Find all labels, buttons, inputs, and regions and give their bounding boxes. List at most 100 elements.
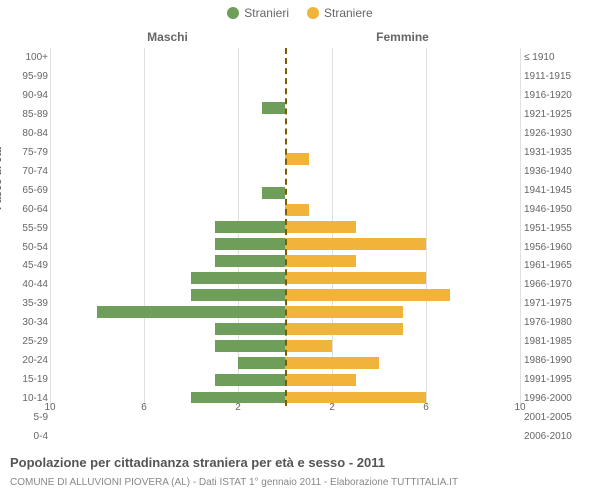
bar-row-female [285, 218, 520, 235]
swatch-male [227, 7, 239, 19]
age-label: 10-14 [4, 389, 48, 408]
bar-female [285, 323, 403, 335]
x-tick-label: 2 [235, 402, 241, 413]
bar-row-female [285, 65, 520, 82]
plot: 10621062 [50, 48, 520, 406]
x-tick-label: 6 [141, 402, 147, 413]
bar-row-male [50, 270, 285, 287]
bar-row-female [285, 201, 520, 218]
year-label: 1996-2000 [524, 389, 590, 408]
bar-male [238, 357, 285, 369]
x-tick-label: 10 [514, 402, 525, 413]
bar-row-male [50, 82, 285, 99]
bars-male [50, 48, 285, 406]
bar-row-female [285, 133, 520, 150]
year-label: 1981-1985 [524, 332, 590, 351]
column-title-female: Femmine [285, 30, 520, 44]
legend-male-label: Stranieri [244, 6, 289, 20]
year-label: 1941-1945 [524, 181, 590, 200]
age-label: 5-9 [4, 408, 48, 427]
age-label: 65-69 [4, 181, 48, 200]
bar-row-male [50, 304, 285, 321]
age-label: 0-4 [4, 427, 48, 446]
bar-row-female [285, 338, 520, 355]
chart-area: Maschi Femmine 10621062 [50, 30, 520, 430]
y-labels-years: ≤ 19101911-19151916-19201921-19251926-19… [524, 48, 590, 446]
bar-female [285, 153, 309, 165]
bar-row-female [285, 116, 520, 133]
bar-row-female [285, 150, 520, 167]
bar-row-female [285, 184, 520, 201]
gridline [520, 48, 521, 406]
year-label: ≤ 1910 [524, 48, 590, 67]
age-label: 100+ [4, 48, 48, 67]
bar-row-male [50, 150, 285, 167]
year-label: 1966-1970 [524, 275, 590, 294]
bar-male [191, 289, 285, 301]
bar-row-male [50, 167, 285, 184]
year-label: 1976-1980 [524, 313, 590, 332]
bar-row-female [285, 99, 520, 116]
legend-female-label: Straniere [324, 6, 373, 20]
x-tick-label: 2 [329, 402, 335, 413]
bar-row-female [285, 270, 520, 287]
year-label: 1936-1940 [524, 162, 590, 181]
bar-row-female [285, 372, 520, 389]
bar-male [215, 323, 286, 335]
year-label: 1921-1925 [524, 105, 590, 124]
age-label: 15-19 [4, 370, 48, 389]
bar-row-female [285, 287, 520, 304]
year-label: 1986-1990 [524, 351, 590, 370]
age-label: 80-84 [4, 124, 48, 143]
bar-male [97, 306, 285, 318]
bar-female [285, 374, 356, 386]
year-label: 2006-2010 [524, 427, 590, 446]
age-label: 30-34 [4, 313, 48, 332]
age-label: 40-44 [4, 275, 48, 294]
year-label: 1991-1995 [524, 370, 590, 389]
bar-female [285, 340, 332, 352]
year-label: 1946-1950 [524, 200, 590, 219]
bar-row-female [285, 389, 520, 406]
year-label: 1926-1930 [524, 124, 590, 143]
swatch-female [307, 7, 319, 19]
bar-row-male [50, 201, 285, 218]
year-label: 1911-1915 [524, 67, 590, 86]
age-label: 70-74 [4, 162, 48, 181]
bar-row-male [50, 287, 285, 304]
age-label: 60-64 [4, 200, 48, 219]
bar-male [215, 255, 286, 267]
year-label: 1951-1955 [524, 219, 590, 238]
year-label: 1931-1935 [524, 143, 590, 162]
age-label: 95-99 [4, 67, 48, 86]
bar-row-male [50, 99, 285, 116]
bar-male [262, 187, 286, 199]
year-label: 1956-1960 [524, 238, 590, 257]
bar-female [285, 272, 426, 284]
bar-female [285, 204, 309, 216]
bars-female [285, 48, 520, 406]
bar-row-female [285, 321, 520, 338]
bar-row-male [50, 321, 285, 338]
bar-row-male [50, 116, 285, 133]
y-labels-age: 100+95-9990-9485-8980-8475-7970-7465-696… [4, 48, 48, 446]
age-label: 75-79 [4, 143, 48, 162]
bar-row-male [50, 253, 285, 270]
bar-row-female [285, 236, 520, 253]
bar-row-female [285, 48, 520, 65]
chart-title: Popolazione per cittadinanza straniera p… [10, 455, 385, 470]
legend-female: Straniere [307, 6, 373, 20]
year-label: 1961-1965 [524, 256, 590, 275]
age-label: 25-29 [4, 332, 48, 351]
x-tick-label: 6 [423, 402, 429, 413]
bar-female [285, 221, 356, 233]
bar-row-male [50, 218, 285, 235]
age-label: 35-39 [4, 294, 48, 313]
bar-row-female [285, 304, 520, 321]
legend-male: Stranieri [227, 6, 289, 20]
bar-male [262, 102, 286, 114]
bar-male [215, 374, 286, 386]
age-label: 90-94 [4, 86, 48, 105]
x-tick-label: 10 [44, 402, 55, 413]
age-label: 50-54 [4, 238, 48, 257]
